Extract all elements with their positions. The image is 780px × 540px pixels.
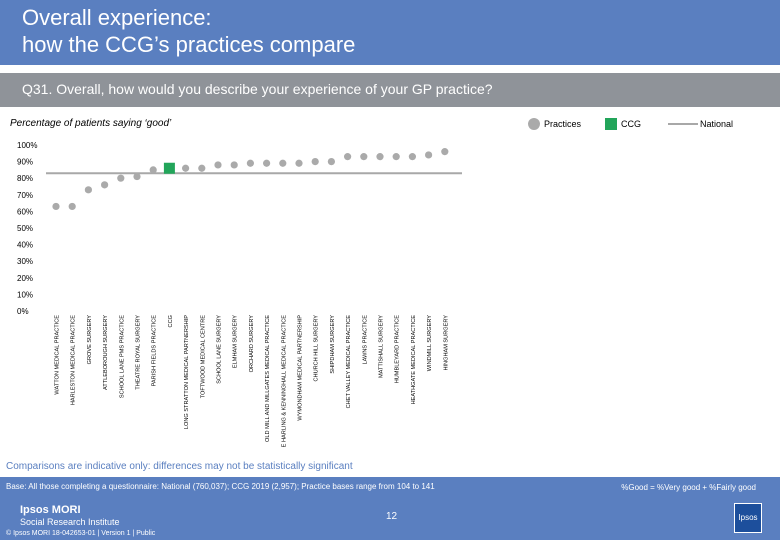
practice-marker bbox=[101, 181, 109, 189]
brand-institute: Social Research Institute bbox=[20, 517, 120, 527]
legend-practices: Practices bbox=[528, 117, 588, 131]
y-tick-label: 40% bbox=[17, 241, 33, 250]
practice-marker bbox=[441, 148, 449, 156]
question-band: Q31. Overall, how would you describe you… bbox=[0, 73, 780, 107]
copyright: © Ipsos MORI 18-042653-01 | Version 1 | … bbox=[6, 530, 156, 537]
category-label: HEATHGATE MEDICAL PRACTICE bbox=[411, 315, 417, 405]
chart-subtitle: Percentage of patients saying ‘good’ bbox=[10, 118, 172, 129]
legend-national-label: National bbox=[700, 119, 734, 129]
practice-marker bbox=[311, 158, 319, 166]
practice-marker bbox=[182, 164, 190, 172]
y-tick-label: 60% bbox=[17, 207, 33, 216]
question-text: Q31. Overall, how would you describe you… bbox=[22, 81, 493, 97]
y-tick-label: 30% bbox=[17, 257, 33, 266]
practice-marker bbox=[263, 159, 271, 167]
ipsos-logo: Ipsos bbox=[734, 503, 762, 533]
header-banner: Overall experience: how the CCG’s practi… bbox=[0, 0, 780, 65]
y-tick-label: 20% bbox=[17, 274, 33, 283]
practice-marker bbox=[133, 172, 141, 181]
practice-marker bbox=[295, 159, 303, 167]
category-label: HUMBLEYARD PRACTICE bbox=[395, 315, 401, 384]
legend-national: National bbox=[668, 117, 748, 131]
category-label: CCG bbox=[168, 315, 174, 327]
y-tick-label: 100% bbox=[17, 141, 37, 150]
category-label: WINDMILL SURGERY bbox=[427, 315, 433, 372]
practice-marker bbox=[246, 159, 254, 167]
footer: Base: All those completing a questionnai… bbox=[0, 477, 780, 540]
category-label: WYMONDHAM MEDICAL PARTNERSHIP bbox=[298, 315, 304, 421]
legend-ccg-label: CCG bbox=[621, 119, 641, 129]
practice-marker bbox=[84, 186, 92, 194]
category-label: ATTLEBOROUGH SURGERY bbox=[103, 315, 109, 390]
practice-marker bbox=[149, 166, 157, 174]
category-label: SCHOOL LANE PMS PRACTICE bbox=[119, 315, 125, 398]
base-note: Base: All those completing a questionnai… bbox=[6, 482, 435, 491]
legend-practices-swatch bbox=[528, 118, 540, 130]
y-tick-label: 70% bbox=[17, 191, 33, 200]
category-label: CHET VALLEY MEDICAL PRACTICE bbox=[346, 315, 352, 409]
y-tick-label: 90% bbox=[17, 158, 33, 167]
legend-practices-label: Practices bbox=[544, 119, 582, 129]
category-label: WATTON MEDICAL PRACTICE bbox=[55, 315, 61, 395]
category-label: E HARLING & KENNINGHALL MEDICAL PRACTICE bbox=[281, 315, 287, 448]
comparison-note: Comparisons are indicative only: differe… bbox=[6, 461, 353, 472]
legend-ccg: CCG bbox=[605, 117, 655, 131]
practices-chart: 0% 10% 20% 30% 40% 50% 60% 70% 80% 90% 100% WATTON … bbox=[17, 141, 462, 448]
y-tick-label: 10% bbox=[17, 290, 33, 299]
category-label: TOFTWOOD MEDICAL CENTRE bbox=[200, 315, 206, 399]
page-title-line1: Overall experience: bbox=[22, 5, 212, 30]
practice-marker bbox=[344, 153, 352, 161]
good-definition: %Good = %Very good + %Fairly good bbox=[621, 483, 756, 492]
category-label: ORCHARD SURGERY bbox=[249, 315, 255, 373]
y-tick-label: 50% bbox=[17, 224, 33, 233]
practice-marker bbox=[214, 161, 222, 169]
page-number: 12 bbox=[386, 511, 398, 522]
practice-marker bbox=[279, 159, 287, 167]
category-label: MATTISHALL SURGERY bbox=[379, 315, 385, 378]
y-tick-label: 0% bbox=[17, 307, 29, 316]
category-label: GROVE SURGERY bbox=[87, 315, 93, 365]
practice-marker bbox=[408, 153, 416, 161]
practice-marker bbox=[230, 161, 238, 169]
practice-marker bbox=[392, 153, 400, 161]
practice-marker bbox=[360, 153, 368, 161]
practice-marker bbox=[68, 202, 76, 211]
practice-marker bbox=[117, 174, 125, 182]
category-label: OLD MILL AND MILLGATES MEDICAL PRACTICE bbox=[265, 315, 271, 442]
practice-marker bbox=[52, 202, 60, 211]
legend-ccg-swatch bbox=[605, 118, 617, 130]
y-tick-label: 80% bbox=[17, 174, 33, 183]
practice-marker bbox=[198, 164, 206, 172]
practice-marker bbox=[425, 151, 433, 159]
category-label: HARLESTON MEDICAL PRACTICE bbox=[71, 315, 77, 405]
category-label: LONG STRATTON MEDICAL PARTNERSHIP bbox=[184, 315, 190, 429]
category-label: CHURCH HILL SURGERY bbox=[314, 315, 320, 382]
category-label: SHIPDHAM SURGERY bbox=[330, 315, 336, 374]
practice-marker bbox=[327, 158, 335, 166]
page-title-line2: how the CCG’s practices compare bbox=[22, 32, 356, 57]
category-label: LAWNS PRACTICE bbox=[362, 315, 368, 365]
category-label: THEATRE ROYAL SURGERY bbox=[136, 315, 142, 390]
practice-marker bbox=[376, 153, 384, 161]
page-title: Overall experience: how the CCG’s practi… bbox=[22, 4, 355, 58]
category-label: PARISH FIELDS PRACTICE bbox=[152, 315, 158, 387]
legend-national-line bbox=[668, 123, 698, 125]
category-label: HINGHAM SURGERY bbox=[443, 315, 449, 371]
category-label: SCHOOL LANE SURGERY bbox=[217, 315, 223, 384]
brand-name: Ipsos MORI bbox=[20, 504, 81, 516]
category-label: ELMHAM SURGERY bbox=[233, 315, 239, 368]
ccg-marker bbox=[163, 162, 175, 174]
